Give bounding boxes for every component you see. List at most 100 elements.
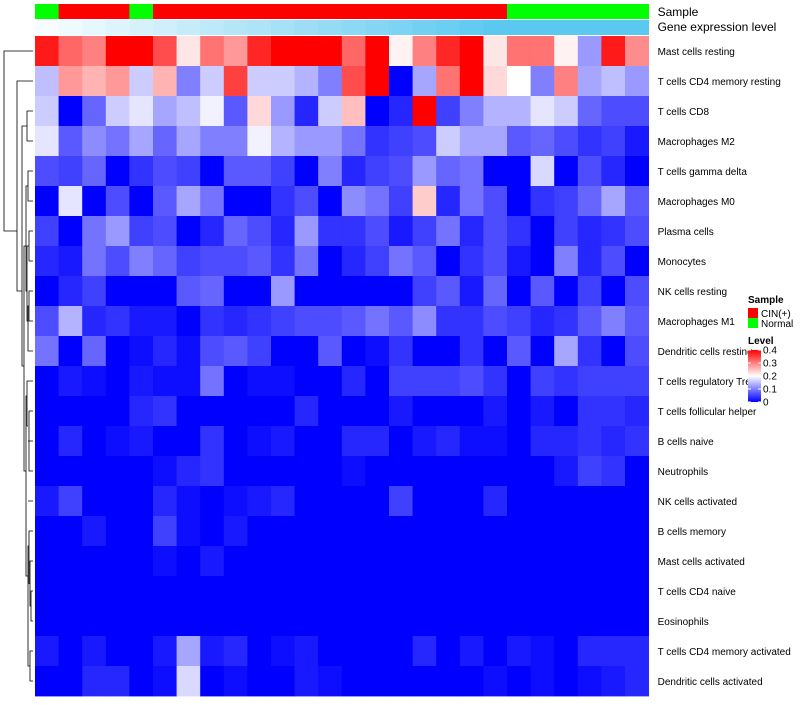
heatmap-cell — [577, 396, 602, 427]
heatmap-cell — [58, 336, 83, 367]
heatmap-cell — [200, 516, 225, 547]
heatmap-cell — [459, 36, 484, 67]
heatmap-cell — [577, 666, 602, 697]
heatmap-cell — [483, 336, 508, 367]
heatmap-cell — [436, 336, 461, 367]
sample-legend-swatch — [748, 318, 758, 328]
heatmap-cell — [412, 216, 437, 247]
heatmap-cell — [247, 546, 272, 577]
heatmap-cell — [554, 606, 579, 637]
heatmap-cell — [625, 246, 649, 277]
heatmap-cell — [82, 486, 107, 517]
heatmap-cell — [271, 126, 295, 157]
heatmap-cell — [318, 216, 343, 247]
heatmap-cell — [459, 576, 484, 607]
heatmap-cell — [341, 156, 366, 187]
heatmap-cell — [507, 156, 531, 187]
sample-annotation-cell — [153, 4, 177, 19]
heatmap-cell — [365, 186, 390, 217]
dendrogram-branch — [28, 290, 33, 322]
heatmap-cell — [625, 366, 649, 397]
dendrogram-branch — [29, 560, 33, 607]
heatmap-cell — [153, 576, 177, 607]
sample-annotation-cell — [58, 4, 83, 19]
expression-annotation-cell — [341, 20, 366, 35]
heatmap-cell — [530, 426, 555, 457]
heatmap-cell — [483, 396, 508, 427]
heatmap-cell — [412, 306, 437, 337]
heatmap-cell — [389, 36, 413, 67]
heatmap-cell — [459, 276, 484, 307]
heatmap-cell — [530, 246, 555, 277]
heatmap-cell — [530, 36, 555, 67]
row-label: T cells follicular helper — [658, 407, 757, 418]
heatmap-cell — [318, 366, 343, 397]
heatmap-cell — [176, 336, 201, 367]
heatmap-cell — [577, 306, 602, 337]
row-label: T cells CD4 naive — [658, 587, 737, 598]
heatmap-cell — [200, 666, 225, 697]
heatmap-cell — [341, 606, 366, 637]
heatmap-cell — [436, 486, 461, 517]
dendrogram-branch — [27, 305, 33, 352]
heatmap-cell — [129, 546, 154, 577]
sample-annotation-cell — [577, 4, 602, 19]
expression-annotation-cell — [625, 20, 649, 35]
heatmap-cell — [483, 456, 508, 487]
heatmap-cell — [341, 306, 366, 337]
heatmap-cell — [153, 36, 177, 67]
heatmap-cell — [554, 126, 579, 157]
heatmap-cell — [105, 606, 130, 637]
heatmap-cell — [58, 276, 83, 307]
heatmap-cell — [341, 336, 366, 367]
sample-annotation-cell — [625, 4, 649, 19]
heatmap-cell — [247, 426, 272, 457]
heatmap-cell — [105, 456, 130, 487]
heatmap-cell — [365, 156, 390, 187]
heatmap-cell — [436, 36, 461, 67]
heatmap-cell — [271, 366, 295, 397]
heatmap-cell — [436, 276, 461, 307]
heatmap-cell — [58, 246, 83, 277]
row-label: Mast cells activated — [658, 557, 745, 568]
heatmap-cell — [294, 36, 319, 67]
heatmap-cell — [200, 486, 225, 517]
heatmap-cell — [554, 396, 579, 427]
heatmap-cell — [35, 486, 59, 517]
heatmap-cell — [35, 216, 59, 247]
heatmap-cell — [129, 306, 154, 337]
heatmap-cell — [271, 156, 295, 187]
expression-annotation-cell — [129, 20, 154, 35]
heatmap-cell — [530, 516, 555, 547]
heatmap-cell — [459, 306, 484, 337]
heatmap-cell — [507, 126, 531, 157]
heatmap-cell — [129, 96, 154, 127]
heatmap-cell — [82, 246, 107, 277]
heatmap-cell — [577, 576, 602, 607]
heatmap-cell — [153, 606, 177, 637]
heatmap-cell — [35, 516, 59, 547]
sample-annotation-cell — [129, 4, 154, 19]
heatmap-cell — [530, 156, 555, 187]
heatmap-cell — [365, 396, 390, 427]
heatmap-cell — [601, 366, 626, 397]
heatmap-cell — [35, 426, 59, 457]
expression-annotation-cell — [507, 20, 531, 35]
heatmap-cell — [436, 546, 461, 577]
heatmap-cell — [625, 306, 649, 337]
heatmap-cell — [294, 126, 319, 157]
heatmap-cell — [436, 576, 461, 607]
heatmap-cell — [530, 546, 555, 577]
heatmap-cell — [554, 186, 579, 217]
heatmap-cell — [530, 276, 555, 307]
heatmap-cell — [365, 366, 390, 397]
heatmap-cell — [554, 366, 579, 397]
dendrogram-branch — [27, 170, 33, 202]
heatmap-cell — [601, 336, 626, 367]
expression-annotation-cell — [577, 20, 602, 35]
heatmap-cell — [35, 336, 59, 367]
heatmap-cell — [530, 576, 555, 607]
heatmap-cell — [341, 576, 366, 607]
expression-annotation-cell — [223, 20, 248, 35]
heatmap-cells — [35, 36, 649, 697]
